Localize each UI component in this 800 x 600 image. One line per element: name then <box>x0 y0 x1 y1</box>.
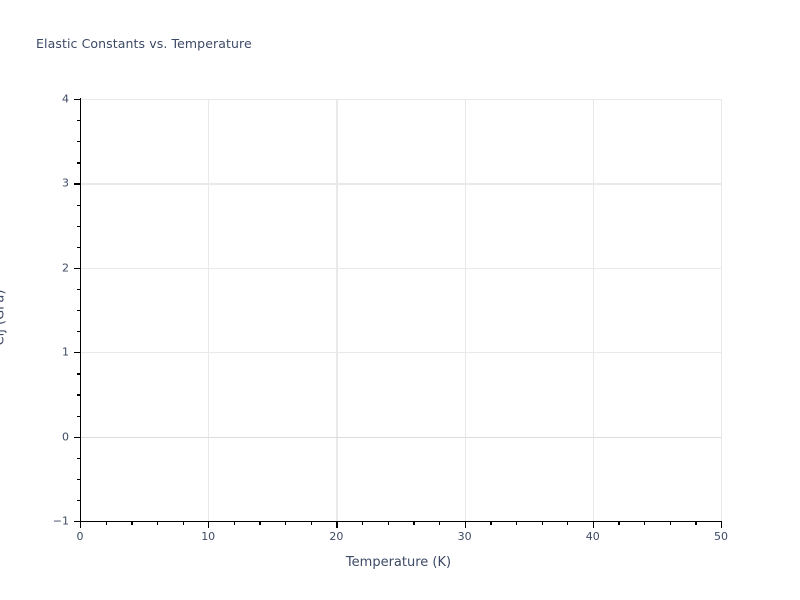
y-tick-major-4 <box>74 99 80 101</box>
x-axis-label-text: Temperature (K) <box>345 555 452 570</box>
x-ticklabel-50: 50 <box>714 530 728 543</box>
x-ticklabel-40: 40 <box>585 530 600 543</box>
x-ticklabel-0: 0 <box>76 530 84 543</box>
y-tick-major-neg1 <box>74 521 80 523</box>
x-tick-minor <box>490 522 492 525</box>
y-tick-minor <box>77 246 80 248</box>
y-tick-minor <box>77 204 80 206</box>
x-tick-minor <box>541 522 543 525</box>
y-tick-minor <box>77 120 80 122</box>
y-axis-label: Cij (GPa) <box>0 289 8 346</box>
x-tick-major-10 <box>208 522 210 528</box>
chart-title: Elastic Constants vs. Temperature <box>36 36 252 51</box>
y-tick-major-2 <box>74 267 80 270</box>
x-ticklabel-20: 20 <box>329 530 344 543</box>
y-tick-minor <box>77 394 80 396</box>
x-tick-major-0 <box>80 522 82 528</box>
gridline-x-10 <box>208 99 210 521</box>
y-ticklabel-neg1: −1 <box>52 514 69 528</box>
x-tick-minor <box>131 522 133 525</box>
x-tick-major-30 <box>464 522 466 528</box>
plot-area <box>80 99 723 523</box>
y-tick-minor <box>77 225 80 227</box>
y-ticklabel-0: 0 <box>62 430 69 444</box>
gridline-x-40 <box>592 99 594 521</box>
x-tick-minor <box>618 522 620 525</box>
gridline-y-0 <box>80 436 721 439</box>
gridline-y-2 <box>80 267 721 269</box>
y-axis-spine <box>80 98 82 522</box>
y-tick-major-0 <box>74 436 80 438</box>
x-tick-minor <box>259 522 261 525</box>
y-ticklabel-4: 4 <box>62 92 69 106</box>
x-tick-minor <box>567 522 569 525</box>
x-axis-spine <box>80 521 722 523</box>
x-tick-minor <box>310 522 313 525</box>
y-tick-major-1 <box>74 352 80 354</box>
y-tick-minor <box>77 141 80 143</box>
x-tick-minor <box>438 522 441 525</box>
x-tick-minor <box>105 522 107 525</box>
x-ticklabel-10: 10 <box>201 530 216 543</box>
y-tick-minor <box>77 373 80 375</box>
y-tick-minor <box>77 457 80 459</box>
gridline-x-30 <box>464 99 466 521</box>
y-tick-minor <box>77 331 80 333</box>
y-tick-major-3 <box>74 183 80 185</box>
y-tick-minor <box>77 499 80 502</box>
gridline-y-1 <box>80 352 721 354</box>
x-tick-major-40 <box>592 522 595 528</box>
x-tick-minor <box>362 522 364 525</box>
y-ticklabel-2: 2 <box>62 261 69 275</box>
x-tick-major-50 <box>721 522 723 528</box>
x-tick-minor <box>387 522 389 525</box>
y-tick-minor <box>77 288 80 291</box>
y-tick-minor <box>77 310 80 312</box>
y-tick-minor <box>77 162 80 164</box>
gridline-y-3 <box>80 183 721 185</box>
x-tick-minor <box>644 522 646 525</box>
x-tick-minor <box>182 522 184 525</box>
y-ticklabel-1: 1 <box>62 345 69 359</box>
y-tick-minor <box>77 478 80 481</box>
y-ticklabel-3: 3 <box>62 176 69 190</box>
x-tick-minor <box>285 522 287 525</box>
x-ticklabel-30: 30 <box>457 530 472 543</box>
x-tick-minor <box>695 522 697 525</box>
gridline-x-20 <box>336 99 338 521</box>
gridline-y-4 <box>80 99 721 101</box>
x-axis-label: Temperature (K) <box>0 555 800 570</box>
x-tick-minor <box>156 522 159 525</box>
x-tick-minor <box>515 522 518 525</box>
x-tick-minor <box>669 522 672 525</box>
gridline-x-50 <box>721 99 723 521</box>
x-tick-minor <box>413 522 415 525</box>
x-tick-major-20 <box>336 522 338 528</box>
x-tick-minor <box>233 522 236 525</box>
y-tick-minor <box>77 415 80 417</box>
